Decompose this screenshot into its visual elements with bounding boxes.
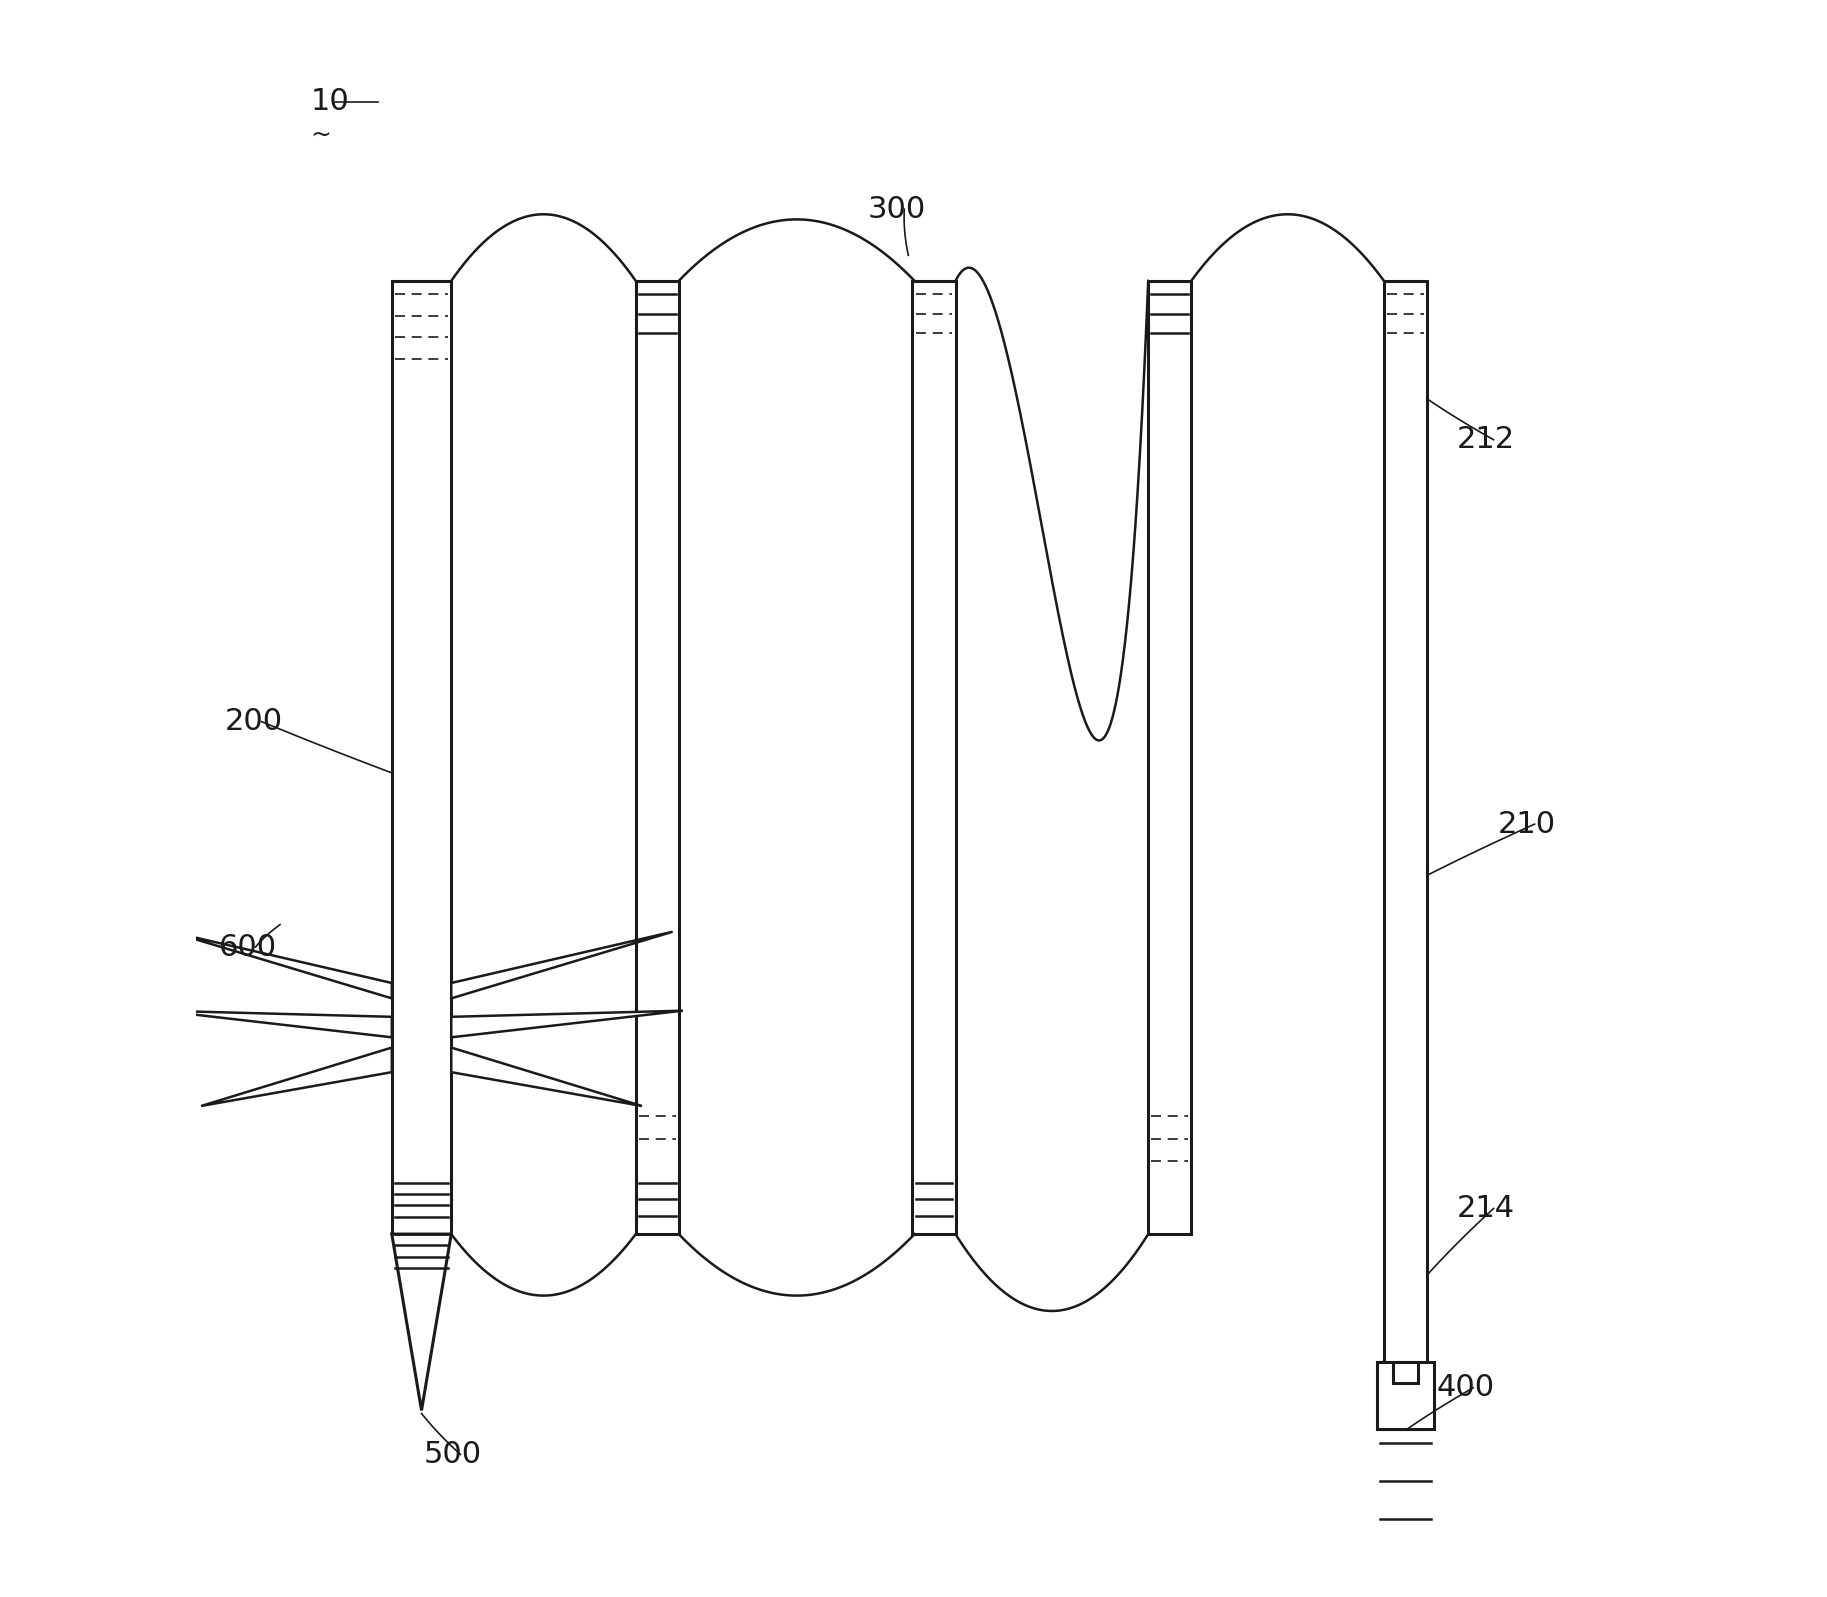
Text: 210: 210 [1498,810,1557,838]
Bar [1378,1362,1434,1429]
Polygon shape [161,1011,391,1038]
Text: 500: 500 [424,1440,482,1469]
Polygon shape [451,1048,641,1107]
Polygon shape [391,1234,451,1410]
Bar [1383,281,1427,1429]
Text: 10: 10 [311,88,349,117]
Bar [912,281,956,1234]
Text: 212: 212 [1456,425,1515,454]
Text: 600: 600 [219,933,276,961]
Bar [1394,1362,1418,1383]
Bar [636,281,680,1234]
Text: ~: ~ [311,123,333,147]
Text: 214: 214 [1456,1195,1515,1223]
Bar [1147,281,1191,1234]
Polygon shape [201,1048,391,1107]
Polygon shape [451,931,672,998]
Polygon shape [451,1011,683,1038]
Polygon shape [170,931,391,998]
Bar [391,281,451,1234]
Text: 300: 300 [868,195,926,224]
Text: 200: 200 [225,707,283,736]
Text: 400: 400 [1436,1373,1494,1402]
